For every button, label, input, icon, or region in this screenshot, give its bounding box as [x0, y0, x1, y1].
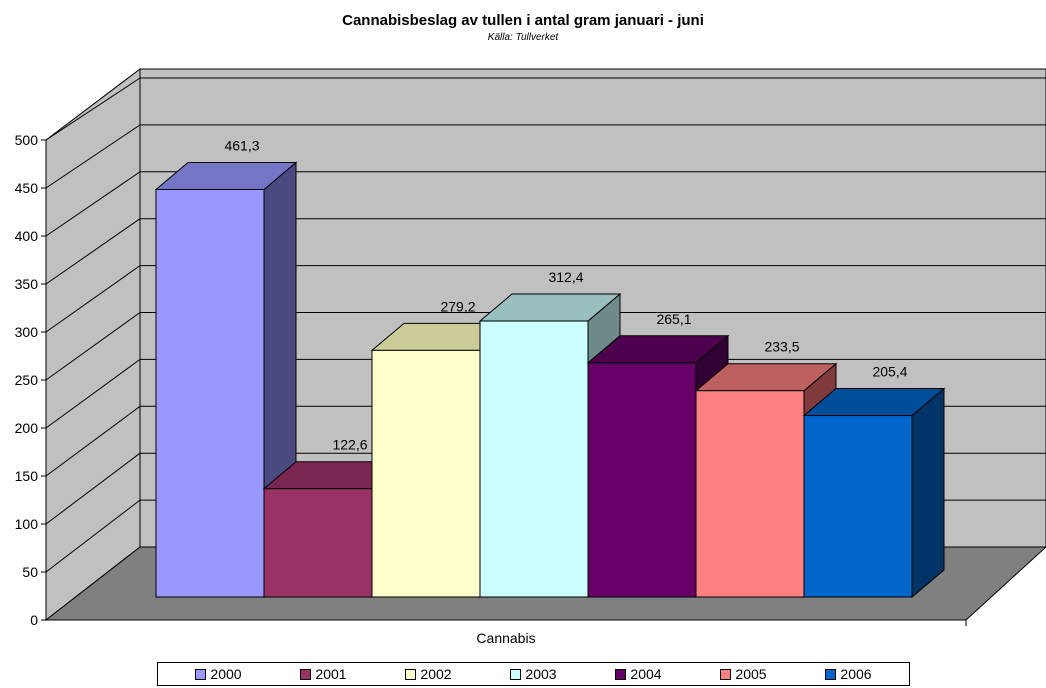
y-tick-label: 200	[15, 420, 39, 436]
data-label-2003: 312,4	[548, 269, 583, 285]
legend-item-2006: 2006	[825, 666, 872, 682]
chart-title: Cannabisbeslag av tullen i antal gram ja…	[342, 12, 704, 29]
y-tick-label: 500	[15, 132, 39, 148]
y-tick-label: 150	[15, 468, 39, 484]
gridline-side	[45, 124, 141, 189]
bar-front	[803, 415, 913, 598]
data-label-2006: 205,4	[872, 364, 907, 380]
data-label-2001: 122,6	[332, 437, 367, 453]
bar-front	[263, 488, 373, 598]
gridline-side	[45, 312, 141, 381]
legend-swatch	[720, 668, 732, 680]
y-tick-label: 250	[15, 372, 39, 388]
data-label-2005: 233,5	[764, 339, 799, 355]
legend: 2000 2001 2002 2003 2004 2005 2006	[157, 662, 910, 686]
y-tick-label: 100	[15, 516, 39, 532]
data-label-2000: 461,3	[224, 137, 259, 153]
bar-front	[371, 349, 481, 598]
legend-label: 2000	[210, 666, 242, 682]
data-label-2004: 265,1	[656, 311, 691, 327]
legend-item-2000: 2000	[195, 666, 242, 682]
y-axis: 0 50 100 150 200 250 300 350 400 450 500	[15, 132, 967, 628]
legend-label: 2001	[315, 666, 347, 682]
bar-side	[911, 387, 945, 599]
chart-subtitle: Källa: Tullverket	[487, 32, 559, 43]
y-tick-label: 350	[15, 276, 39, 292]
y-tick-label: 300	[15, 324, 39, 340]
bar-front	[479, 320, 589, 598]
legend-item-2004: 2004	[615, 666, 662, 682]
legend-swatch	[510, 668, 522, 680]
gridline-side	[45, 77, 141, 141]
legend-swatch	[405, 668, 417, 680]
gridline-side	[45, 358, 141, 429]
bar-front	[155, 188, 265, 598]
legend-item-2002: 2002	[405, 666, 452, 682]
gridline-side	[45, 405, 141, 477]
gridline-side	[45, 499, 141, 573]
legend-label: 2004	[630, 666, 662, 682]
legend-label: 2002	[420, 666, 452, 682]
gridline-side	[45, 452, 141, 525]
data-label-2002: 279,2	[440, 298, 475, 314]
chart-plot: 0 50 100 150 200 250 300 350 400 450 500 461,3 122,…	[15, 67, 1046, 646]
y-tick-label: 50	[22, 564, 38, 580]
legend-item-2003: 2003	[510, 666, 557, 682]
y-tick-label: 0	[30, 612, 38, 628]
gridline-side	[45, 218, 141, 285]
legend-label: 2003	[525, 666, 557, 682]
legend-swatch	[615, 668, 627, 680]
gridline-side	[45, 265, 141, 333]
data-labels: 461,3 122,6 279,2 312,4 265,1 233,5 205,4	[224, 137, 907, 452]
y-tick-label: 450	[15, 180, 39, 196]
legend-swatch	[825, 668, 837, 680]
legend-item-2001: 2001	[300, 666, 347, 682]
side-wall	[45, 67, 141, 622]
legend-label: 2005	[735, 666, 767, 682]
legend-label: 2006	[840, 666, 872, 682]
bar-front	[695, 390, 805, 598]
bar-front	[587, 362, 697, 598]
gridline-side	[45, 171, 141, 237]
legend-swatch	[195, 668, 207, 680]
legend-item-2005: 2005	[720, 666, 767, 682]
bar-2006	[802, 387, 946, 599]
x-axis-label: Cannabis	[476, 630, 535, 646]
bars	[154, 161, 946, 599]
y-tick-label: 400	[15, 228, 39, 244]
legend-swatch	[300, 668, 312, 680]
x-axis: Cannabis	[476, 630, 535, 646]
